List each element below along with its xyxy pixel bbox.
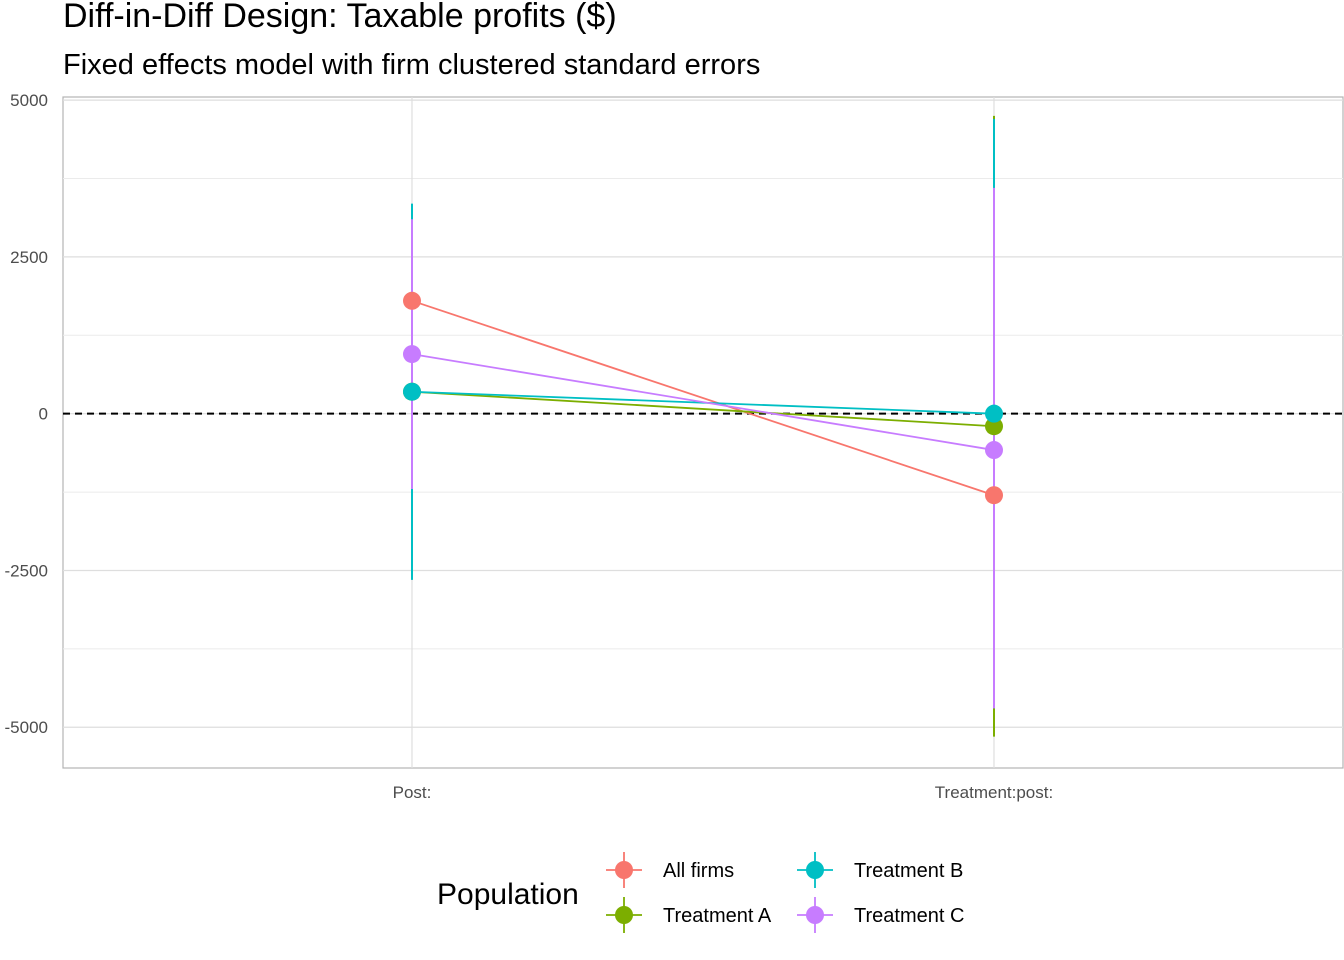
legend-item: Treatment A [606,897,772,933]
y-tick-label: 5000 [10,91,48,110]
data-point [403,291,421,310]
data-point [985,441,1003,460]
data-points [403,291,1003,505]
legend-label: Treatment B [854,860,963,882]
chart-subtitle: Fixed effects model with firm clustered … [63,49,760,81]
chart-title: Diff-in-Diff Design: Taxable profits ($) [63,0,617,35]
data-point [403,345,421,364]
x-tick-label: Treatment:post: [935,783,1053,802]
y-axis-ticks: -5000 -2500 0 2500 5000 [5,91,48,737]
legend-key-point [806,906,824,924]
legend-items: All firms Treatment A Treatment B Treatment… [606,852,964,933]
y-tick-label: 2500 [10,248,48,267]
x-axis-ticks: Post: Treatment:post: [393,783,1054,802]
y-tick-label: 0 [39,405,48,424]
legend-label: Treatment C [854,905,964,927]
legend-item: Treatment B [797,852,963,888]
data-point [985,404,1003,423]
legend-title: Population [437,878,579,911]
data-point [985,417,1003,436]
legend-item: Treatment C [797,897,964,933]
data-point [403,382,421,401]
series-line [411,390,995,428]
panel-border [62,96,1344,769]
legend-label: Treatment A [663,905,772,927]
series-line [411,299,995,497]
grid [62,96,1344,769]
legend-item: All firms [606,852,734,888]
legend: Population All firms Treatment A Treatment… [437,852,964,933]
series-lines [411,299,995,497]
legend-key-point [615,906,633,924]
legend-label: All firms [663,860,734,882]
x-tick-label: Post: [393,783,432,802]
y-tick-label: -2500 [5,561,48,580]
data-point [985,486,1003,505]
legend-key-point [615,861,633,879]
series-line [411,353,995,451]
y-tick-label: -5000 [5,718,48,737]
error-bars [411,115,995,737]
legend-key-point [806,861,824,879]
